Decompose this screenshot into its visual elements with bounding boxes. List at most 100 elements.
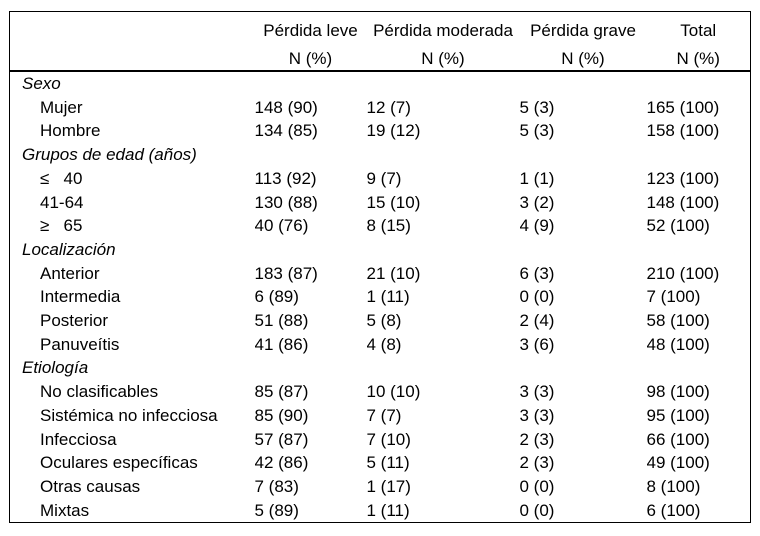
table-row: Hombre 134 (85) 19 (12) 5 (3) 158 (100) (10, 119, 751, 143)
cell-value: 123 (100) (646, 168, 720, 188)
table-row: Mujer 148 (90) 12 (7) 5 (3) 165 (100) (10, 96, 751, 120)
table-row: Mixtas 5 (89) 1 (11) 0 (0) 6 (100) (10, 499, 751, 523)
cell-value: 183 (87) (254, 263, 318, 283)
table-row: Otras causas 7 (83) 1 (17) 0 (0) 8 (100) (10, 475, 751, 499)
cell-value: 5 (89) (254, 500, 299, 520)
row-label: Posterior (40, 311, 109, 331)
row-label: Otras causas (40, 476, 141, 496)
cell-value: 1 (17) (366, 476, 411, 496)
cell-value: 3 (3) (519, 382, 555, 402)
table-row: Posterior 51 (88) 5 (8) 2 (4) 58 (100) (10, 309, 751, 333)
group-row: Localización (10, 238, 751, 262)
cell-value: 57 (87) (254, 429, 309, 449)
column-title: Pérdida moderada (373, 21, 513, 40)
cell-value: 4 (9) (519, 216, 555, 236)
table-header: Pérdida leve N (%) Pérdida moderada N (%… (9, 11, 751, 72)
row-label: Hombre (40, 121, 101, 141)
cell-value: 130 (88) (254, 192, 318, 212)
table-sheet: Pérdida leve N (%) Pérdida moderada N (%… (9, 11, 751, 524)
table-row: Intermedia 6 (89) 1 (11) 0 (0) 7 (100) (10, 285, 751, 309)
column-subtitle: N (%) (561, 49, 605, 68)
cell-value: 42 (86) (254, 453, 309, 473)
cell-value: 58 (100) (646, 311, 710, 331)
table-row: Anterior 183 (87) 21 (10) 6 (3) 210 (100) (10, 262, 751, 286)
table-row: ≥ 65 40 (76) 8 (15) 4 (9) 52 (100) (10, 214, 751, 238)
cell-value: 6 (100) (646, 500, 701, 520)
cell-value: 1 (11) (366, 500, 410, 520)
row-label: Oculares específicas (40, 453, 198, 473)
cell-value: 3 (6) (519, 334, 555, 354)
cell-value: 6 (3) (519, 263, 555, 283)
cell-value: 165 (100) (646, 97, 720, 117)
cell-value: 85 (87) (254, 382, 309, 402)
cell-value: 9 (7) (366, 168, 402, 188)
cell-value: 113 (92) (254, 168, 317, 188)
cell-value: 15 (10) (366, 192, 421, 212)
table-body: Sexo Mujer 148 (90) 12 (7) 5 (3) 165 (100) Hom… (10, 71, 751, 523)
cell-value: 48 (100) (646, 334, 710, 354)
row-label: 41-64 (40, 192, 84, 212)
column-subtitle: N (%) (288, 49, 333, 68)
row-label: Intermedia (40, 287, 121, 307)
row-label: Panuveítis (40, 334, 120, 354)
col-header-perdida-moderada: Pérdida moderada N (%) (366, 11, 520, 72)
cell-value: 0 (0) (519, 476, 555, 496)
cell-value: 2 (3) (519, 453, 555, 473)
table-row: 41-64 130 (88) 15 (10) 3 (2) 148 (100) (10, 191, 751, 215)
row-label: Sistémica no infecciosa (40, 405, 218, 425)
header-row: Pérdida leve N (%) Pérdida moderada N (%… (9, 11, 751, 72)
cell-value: 40 (76) (254, 216, 309, 236)
cell-value: 0 (0) (519, 500, 555, 520)
cell-value: 148 (90) (254, 97, 318, 117)
cell-value: 5 (11) (366, 453, 410, 473)
cell-value: 10 (10) (366, 382, 421, 402)
cell-value: 7 (100) (646, 287, 701, 307)
table-row: Sistémica no infecciosa 85 (90) 7 (7) 3 (3)… (10, 404, 751, 428)
cell-value: 66 (100) (646, 429, 710, 449)
cell-value: 4 (8) (366, 334, 402, 354)
cell-value: 5 (8) (366, 311, 402, 331)
table-row: ≤ 40 113 (92) 9 (7) 1 (1) 123 (100) (10, 167, 751, 191)
cell-value: 5 (3) (519, 97, 555, 117)
row-label-column-header (9, 11, 255, 72)
cell-value: 6 (89) (254, 287, 299, 307)
group-row: Sexo (10, 71, 751, 96)
cell-value: 134 (85) (254, 121, 318, 141)
cell-value: 158 (100) (646, 121, 720, 141)
cell-value: 19 (12) (366, 121, 421, 141)
col-header-perdida-leve: Pérdida leve N (%) (254, 11, 367, 72)
cell-value: 8 (15) (366, 216, 411, 236)
cell-value: 5 (3) (519, 121, 555, 141)
group-row: Grupos de edad (años) (10, 143, 751, 167)
column-subtitle: N (%) (421, 49, 465, 68)
cell-value: 12 (7) (366, 97, 411, 117)
table-row: No clasificables 85 (87) 10 (10) 3 (3) 98 (1… (10, 380, 751, 404)
col-header-total: Total N (%) (646, 11, 751, 72)
cell-value: 2 (3) (519, 429, 555, 449)
table-row: Oculares específicas 42 (86) 5 (11) 2 (3) 49… (10, 451, 751, 475)
cell-value: 41 (86) (254, 334, 309, 354)
group-label: Sexo (22, 74, 61, 93)
row-label: ≥ 65 (40, 216, 83, 236)
cell-value: 52 (100) (646, 216, 710, 236)
cell-value: 7 (83) (254, 476, 299, 496)
table-row: Infecciosa 57 (87) 7 (10) 2 (3) 66 (100) (10, 428, 751, 452)
cell-value: 210 (100) (646, 263, 720, 283)
row-label: Mujer (40, 97, 83, 117)
row-label: Infecciosa (40, 429, 117, 449)
row-label: ≤ 40 (40, 168, 83, 188)
col-header-perdida-grave: Pérdida grave N (%) (519, 11, 647, 72)
cell-value: 1 (11) (366, 287, 410, 307)
column-title: Total (680, 21, 717, 40)
group-label: Grupos de edad (años) (22, 145, 197, 165)
cell-value: 148 (100) (646, 192, 720, 212)
cell-value: 3 (3) (519, 405, 555, 425)
cell-value: 51 (88) (254, 311, 309, 331)
cell-value: 95 (100) (646, 405, 710, 425)
row-label: Mixtas (40, 500, 90, 520)
cell-value: 0 (0) (519, 287, 555, 307)
column-title: Pérdida grave (530, 21, 636, 40)
cell-value: 98 (100) (646, 382, 710, 402)
row-label: Anterior (40, 263, 100, 283)
group-label: Localización (22, 239, 116, 259)
